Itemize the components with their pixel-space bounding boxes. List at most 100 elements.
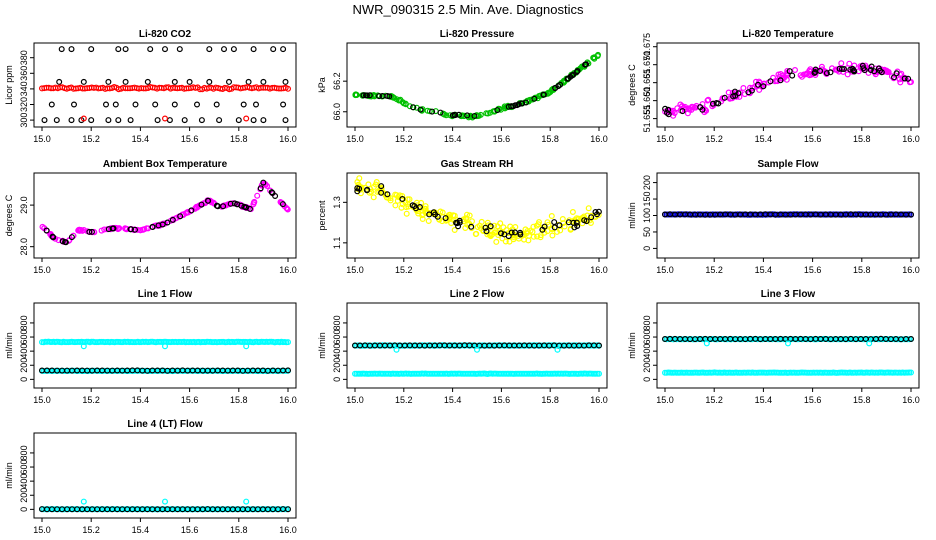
data-point (425, 218, 432, 225)
data-point (565, 219, 572, 226)
y-axis-label: degrees C (627, 64, 637, 106)
panel-title: Line 2 Flow (450, 289, 505, 300)
data-point (364, 186, 371, 193)
series-cal-points (43, 179, 286, 246)
data-point (487, 232, 494, 239)
data-point (162, 115, 169, 122)
data-point (581, 217, 588, 224)
series-cal-points (354, 183, 602, 240)
data-point (554, 346, 561, 353)
data-point (506, 238, 513, 245)
panel-title: Li-820 CO2 (139, 29, 192, 40)
x-tick-label: 15.2 (705, 265, 723, 275)
data-point (871, 68, 878, 75)
data-point (487, 109, 494, 116)
data-point (443, 217, 450, 224)
data-point (556, 222, 563, 229)
data-point (531, 95, 538, 102)
data-point (169, 216, 176, 223)
series-cal-points (360, 61, 590, 119)
data-point (595, 342, 602, 349)
x-tick-label: 15.4 (755, 265, 773, 275)
data-point (198, 117, 205, 124)
series-cal-points (41, 46, 289, 124)
data-point (353, 91, 360, 98)
data-point (704, 97, 711, 104)
data-point (181, 117, 188, 124)
data-point (508, 229, 515, 236)
data-point (109, 225, 116, 232)
data-point (702, 106, 709, 113)
data-point (533, 222, 540, 229)
data-area (661, 211, 914, 218)
data-point (122, 46, 129, 53)
data-point (555, 83, 562, 90)
x-tick-label: 15.0 (656, 395, 674, 405)
data-point (144, 78, 151, 85)
data-point (261, 180, 268, 187)
data-point (468, 223, 475, 230)
data-point (525, 237, 532, 244)
y-tick-label: 28.0 (19, 238, 29, 256)
data-point (417, 106, 424, 113)
data-point (868, 63, 875, 70)
y-tick-label: 0 (642, 377, 652, 382)
panel-2: Li-820 Temperature 15.0 15.2 15.4 15.6 15.8 16… (627, 29, 920, 144)
data-point (522, 99, 529, 106)
x-tick-label: 15.6 (181, 134, 199, 144)
x-tick-label: 15.4 (132, 395, 150, 405)
data-point (901, 75, 908, 82)
data-point (152, 101, 159, 108)
data-point (476, 222, 483, 229)
data-point (61, 239, 68, 246)
data-point (530, 223, 537, 230)
x-tick-label: 16.0 (279, 265, 297, 275)
plot-frame (346, 42, 608, 128)
data-point (387, 195, 394, 202)
data-point (540, 91, 547, 98)
data-point (539, 226, 546, 233)
data-point (227, 200, 234, 207)
data-point (775, 71, 782, 78)
data-point (859, 62, 866, 69)
data-point (559, 216, 566, 223)
data-point (523, 230, 530, 237)
data-point (76, 226, 83, 233)
x-tick-label: 15.6 (804, 265, 822, 275)
data-point (453, 219, 460, 226)
series-cal-points (38, 506, 292, 513)
data-point (384, 191, 391, 198)
data-point (890, 74, 897, 81)
data-point (838, 60, 845, 67)
data-point (897, 79, 904, 86)
data-point (426, 108, 433, 115)
data-point (429, 108, 436, 115)
data-point (471, 112, 478, 119)
data-point (569, 209, 576, 216)
x-tick-label: 15.0 (346, 265, 364, 275)
data-point (68, 46, 75, 53)
panel-title: Line 1 Flow (138, 289, 193, 300)
series-cal-points (661, 335, 914, 343)
data-point (451, 111, 458, 118)
series-ambient-outliers (80, 115, 250, 122)
data-point (483, 110, 490, 117)
data-point (154, 117, 161, 124)
data-point (896, 71, 903, 78)
data-point (159, 221, 166, 228)
data-point (907, 211, 914, 218)
data-point (105, 117, 112, 124)
x-tick-label: 15.4 (755, 395, 773, 405)
data-point (586, 217, 593, 224)
data-point (250, 201, 257, 208)
data-point (474, 346, 481, 353)
data-point (721, 94, 728, 101)
data-point (80, 343, 87, 350)
x-tick-label: 15.8 (230, 265, 248, 275)
y-axis-label: degrees C (4, 194, 14, 236)
y-tick-label: 150 (642, 192, 652, 207)
x-tick-label: 15.2 (395, 134, 413, 144)
data-point (243, 204, 250, 211)
